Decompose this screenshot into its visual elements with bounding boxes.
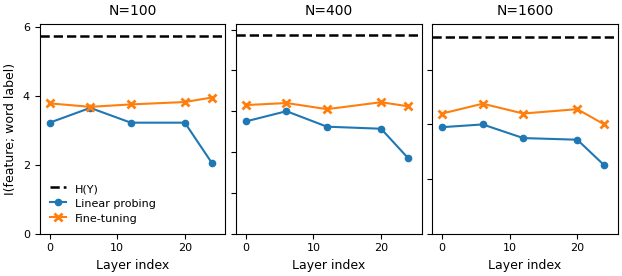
Fine-tuning	[439, 112, 446, 115]
Line: Fine-tuning: Fine-tuning	[45, 93, 216, 111]
Title: N=1600: N=1600	[496, 4, 554, 18]
Linear probing	[378, 127, 385, 130]
H(Y)	[249, 33, 256, 36]
Title: N=400: N=400	[305, 4, 353, 18]
Linear probing	[573, 138, 581, 141]
Line: Linear probing: Linear probing	[243, 108, 411, 161]
Fine-tuning	[404, 105, 412, 108]
Fine-tuning	[86, 105, 94, 108]
Fine-tuning	[283, 101, 290, 105]
Linear probing	[242, 120, 249, 123]
Y-axis label: I(feature; word label): I(feature; word label)	[4, 62, 17, 195]
Fine-tuning	[242, 104, 249, 107]
Fine-tuning	[181, 100, 188, 104]
H(Y)	[53, 34, 60, 37]
Fine-tuning	[519, 112, 527, 115]
X-axis label: Layer index: Layer index	[488, 259, 562, 272]
Fine-tuning	[323, 107, 331, 111]
Fine-tuning	[208, 96, 216, 99]
Linear probing	[479, 123, 486, 126]
H(Y)	[242, 33, 249, 36]
Line: Fine-tuning: Fine-tuning	[438, 100, 608, 129]
X-axis label: Layer index: Layer index	[96, 259, 169, 272]
Linear probing	[46, 121, 53, 124]
Fine-tuning	[573, 108, 581, 111]
Linear probing	[323, 125, 331, 128]
H(Y)	[445, 36, 453, 39]
Linear probing	[181, 121, 188, 124]
Fine-tuning	[479, 102, 486, 105]
Linear probing	[208, 161, 216, 164]
Line: Linear probing: Linear probing	[47, 105, 215, 166]
Fine-tuning	[378, 100, 385, 104]
Legend: H(Y), Linear probing, Fine-tuning: H(Y), Linear probing, Fine-tuning	[45, 178, 160, 228]
H(Y)	[439, 36, 446, 39]
Line: Linear probing: Linear probing	[439, 121, 608, 168]
Linear probing	[404, 156, 412, 160]
X-axis label: Layer index: Layer index	[292, 259, 365, 272]
Line: Fine-tuning: Fine-tuning	[242, 98, 412, 113]
Linear probing	[439, 126, 446, 129]
Title: N=100: N=100	[108, 4, 157, 18]
Linear probing	[601, 164, 608, 167]
Fine-tuning	[601, 123, 608, 126]
Linear probing	[283, 110, 290, 113]
Fine-tuning	[46, 102, 53, 105]
Linear probing	[127, 121, 134, 124]
Fine-tuning	[127, 103, 134, 106]
H(Y)	[46, 34, 53, 37]
Linear probing	[519, 136, 527, 140]
Linear probing	[86, 106, 94, 110]
